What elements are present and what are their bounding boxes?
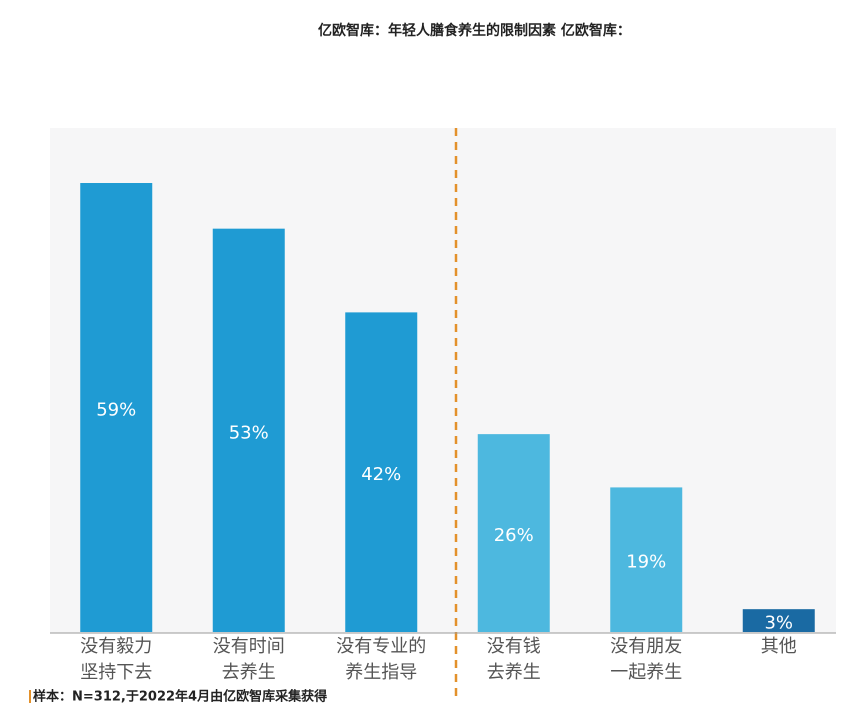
x-tick-label: 没有朋友 — [610, 636, 682, 657]
x-tick-label: 没有时间 — [213, 636, 285, 657]
x-tick-label: 去养生 — [222, 662, 276, 683]
x-tick-label: 没有专业的 — [336, 636, 426, 657]
value-label: 53% — [229, 422, 269, 443]
bar — [212, 228, 285, 633]
x-tick-label: 一起养生 — [610, 662, 682, 683]
value-label: 26% — [494, 525, 534, 546]
value-label: 3% — [764, 613, 793, 634]
source-note: 样本：N=312,于2022年4月由亿欧智库采集获得 — [33, 689, 327, 705]
x-tick-label: 去养生 — [487, 662, 541, 683]
x-tick-label: 没有毅力 — [80, 636, 152, 657]
x-tick-label: 养生指导 — [345, 662, 417, 683]
x-tick-label: 坚持下去 — [80, 662, 152, 683]
bar — [742, 609, 815, 632]
value-label: 59% — [96, 400, 136, 421]
bar — [345, 312, 418, 632]
source-marker — [29, 690, 31, 703]
bar — [477, 434, 550, 632]
bar — [610, 487, 683, 632]
value-label: 42% — [361, 464, 401, 485]
x-tick-label: 没有钱 — [487, 636, 541, 657]
plot-background — [50, 128, 836, 633]
bar — [80, 183, 153, 632]
value-label: 19% — [626, 552, 666, 573]
chart-title: 亿欧智库：年轻人膳食养生的限制因素 亿欧智库： — [318, 22, 631, 39]
x-tick-label: 其他 — [761, 636, 797, 657]
